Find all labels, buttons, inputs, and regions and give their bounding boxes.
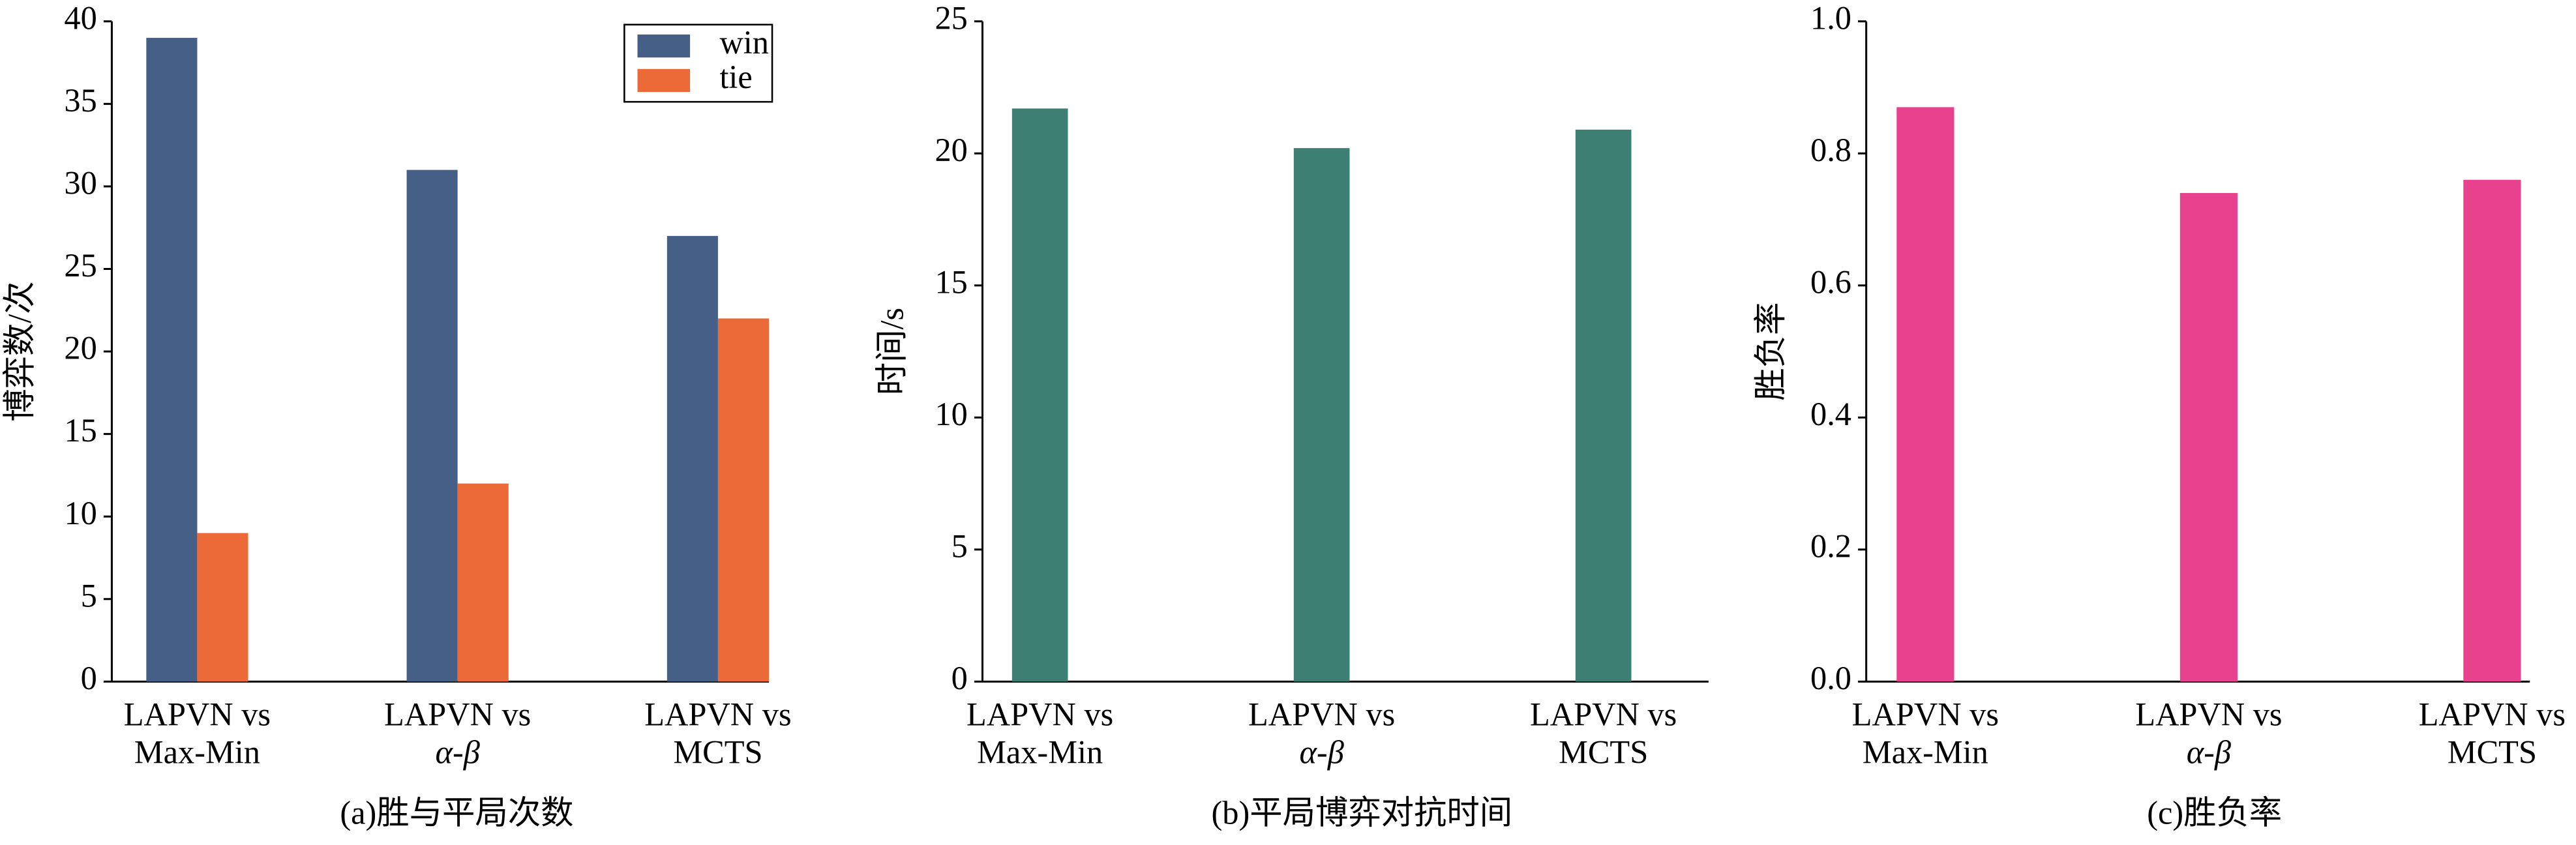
y-tick-label: 5 bbox=[81, 577, 97, 614]
x-tick-label: α-β bbox=[436, 734, 480, 770]
legend-label: win bbox=[719, 24, 769, 61]
y-tick-label: 25 bbox=[64, 247, 97, 284]
bar bbox=[2463, 179, 2521, 682]
x-tick-label: Max-Min bbox=[1863, 734, 1988, 770]
y-axis-label: 博弈数/次 bbox=[1, 281, 38, 421]
y-tick-label: 20 bbox=[935, 132, 967, 168]
y-tick-label: 0 bbox=[951, 660, 968, 696]
bar bbox=[717, 318, 770, 682]
y-axis-label: 胜负率 bbox=[1752, 303, 1789, 401]
caption: (b)平局博弈对抗时间 bbox=[1212, 794, 1513, 831]
y-tick-label: 40 bbox=[64, 0, 97, 36]
y-tick-label: 35 bbox=[64, 82, 97, 119]
y-tick-label: 0.4 bbox=[1810, 396, 1851, 432]
y-tick-label: 10 bbox=[64, 495, 97, 531]
legend-swatch bbox=[637, 34, 691, 58]
y-tick-label: 30 bbox=[64, 164, 97, 201]
bar bbox=[457, 483, 509, 682]
x-tick-label: LAPVN vs bbox=[1852, 696, 1999, 732]
caption: (c)胜负率 bbox=[2147, 794, 2282, 831]
x-tick-label: Max-Min bbox=[977, 734, 1103, 770]
x-tick-label: LAPVN vs bbox=[2135, 696, 2282, 732]
y-tick-label: 0.2 bbox=[1810, 527, 1851, 564]
x-tick-label: LAPVN vs bbox=[124, 696, 271, 732]
bar bbox=[1011, 108, 1068, 682]
y-tick-label: 0.0 bbox=[1810, 660, 1851, 696]
bar bbox=[146, 38, 198, 682]
legend-label: tie bbox=[719, 59, 752, 95]
x-tick-label: MCTS bbox=[2448, 734, 2537, 770]
y-tick-label: 20 bbox=[64, 330, 97, 366]
caption: (a)胜与平局次数 bbox=[340, 794, 573, 831]
y-tick-label: 0.8 bbox=[1810, 132, 1851, 168]
y-tick-label: 10 bbox=[935, 396, 967, 432]
x-tick-label: LAPVN vs bbox=[644, 696, 791, 732]
x-tick-label: LAPVN vs bbox=[1248, 696, 1395, 732]
bar bbox=[406, 170, 458, 682]
x-tick-label: LAPVN vs bbox=[2419, 696, 2566, 732]
bar bbox=[1896, 107, 1954, 682]
bar bbox=[1293, 148, 1350, 682]
bar bbox=[197, 533, 248, 682]
x-tick-label: LAPVN vs bbox=[1530, 696, 1677, 732]
x-tick-label: LAPVN vs bbox=[384, 696, 531, 732]
x-tick-label: MCTS bbox=[673, 734, 762, 770]
y-tick-label: 15 bbox=[935, 263, 967, 300]
bar bbox=[666, 235, 718, 682]
y-tick-label: 5 bbox=[951, 527, 968, 564]
legend-swatch bbox=[637, 68, 691, 93]
y-axis-label: 时间/s bbox=[874, 308, 910, 395]
bar bbox=[2179, 193, 2238, 682]
x-tick-label: LAPVN vs bbox=[966, 696, 1113, 732]
y-tick-label: 1.0 bbox=[1810, 0, 1851, 36]
x-tick-label: Max-Min bbox=[134, 734, 260, 770]
y-tick-label: 15 bbox=[64, 412, 97, 449]
y-tick-label: 0 bbox=[81, 660, 97, 696]
x-tick-label: α-β bbox=[2187, 734, 2231, 770]
y-tick-label: 0.6 bbox=[1810, 263, 1851, 300]
y-tick-label: 25 bbox=[935, 0, 967, 36]
x-tick-label: α-β bbox=[1299, 734, 1343, 770]
bar bbox=[1575, 129, 1632, 682]
x-tick-label: MCTS bbox=[1559, 734, 1648, 770]
